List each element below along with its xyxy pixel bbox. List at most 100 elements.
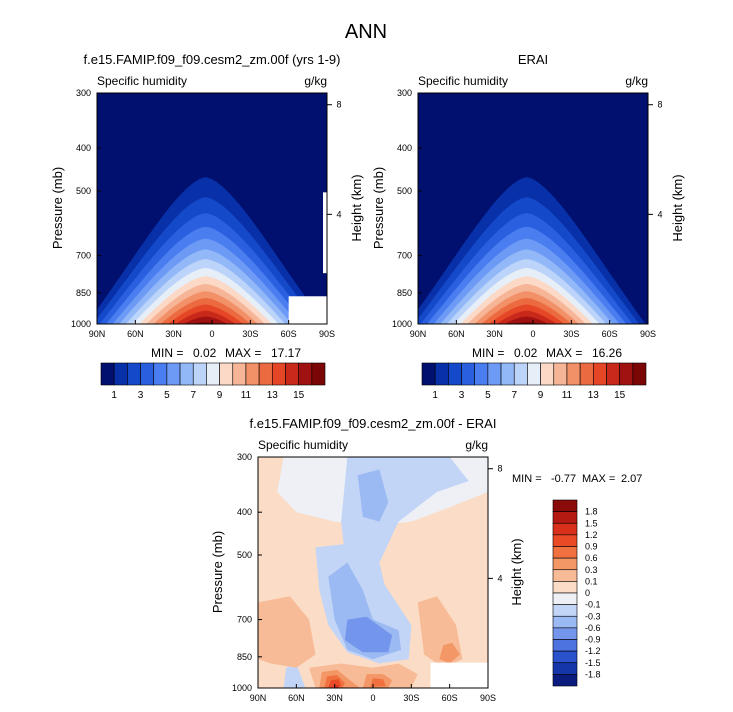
x-tick-label: 30S [563, 329, 579, 339]
max-value: 16.26 [592, 346, 622, 360]
colorbar-swatch [566, 362, 581, 386]
min-value: 0.02 [193, 346, 217, 360]
colorbar-swatch [552, 615, 578, 629]
min-label: MIN = [472, 346, 504, 360]
y-tick-label: 1000 [71, 319, 91, 329]
colorbar-swatch [552, 674, 578, 687]
max-value: 2.07 [621, 473, 642, 485]
colorbar-swatch [552, 511, 578, 524]
colorbar-swatch [100, 362, 115, 386]
colorbar-swatch [219, 362, 234, 386]
colorbar-swatch [153, 362, 168, 386]
colorbar-label: 7 [190, 390, 196, 401]
missing-data [288, 296, 327, 324]
colorbar-swatch [552, 546, 578, 559]
colorbar-swatch [271, 362, 286, 386]
colorbar-label: 0.3 [585, 565, 598, 575]
x-tick-label: 0 [530, 329, 535, 339]
y-tick-label: 500 [76, 186, 91, 196]
colorbar-swatch [552, 639, 578, 652]
colorbar-label: 0 [585, 588, 590, 598]
colorbar-label: 1 [111, 390, 117, 401]
y-tick-label: 1000 [232, 683, 252, 693]
x-tick-label: 60S [602, 329, 618, 339]
colorbar-swatch [552, 534, 578, 547]
stats-line: MIN = 0.02 MAX = 16.26 [472, 346, 622, 360]
colorbar-swatch [192, 362, 207, 386]
panel-title: f.e15.FAMIP.f09_f09.cesm2_zm.00f - ERAI [250, 416, 497, 431]
colorbar-label: 11 [562, 390, 573, 401]
right-tick-label: 8 [336, 100, 341, 110]
y-tick-label: 1000 [392, 319, 412, 329]
max-label: MAX = [225, 346, 261, 360]
panel-subtitle-right: g/kg [304, 74, 327, 88]
y-tick-label: 500 [237, 550, 252, 560]
colorbar-swatch [113, 362, 128, 386]
colorbar-swatch [552, 581, 578, 594]
x-tick-label: 90N [89, 329, 106, 339]
missing-data [430, 662, 488, 688]
colorbar-swatch [579, 362, 594, 386]
panel-subtitle-left: Specific humidity [418, 74, 508, 88]
y-tick-label: 400 [397, 143, 412, 153]
y-tick-label: 500 [397, 186, 412, 196]
negative-region [357, 469, 389, 522]
panel-subtitle-right: g/kg [625, 74, 648, 88]
humidity-field [97, 93, 327, 324]
x-tick-label: 60S [442, 693, 458, 703]
colorbar-swatch [619, 362, 634, 386]
colorbar: 1.81.51.20.90.60.30.10-0.1-0.3-0.6-0.9-1… [552, 499, 601, 687]
x-tick-label: 90S [480, 693, 496, 703]
x-tick-label: 60N [288, 693, 305, 703]
x-tick-label: 30N [486, 329, 503, 339]
colorbar-swatch [552, 627, 578, 640]
colorbar-label: 0.6 [585, 553, 598, 563]
min-value: 0.02 [514, 346, 538, 360]
panel-subtitle-left: Specific humidity [258, 438, 348, 452]
colorbar: 1 3 5 7 9 11 13 15 [100, 362, 326, 401]
y-axis-label: Pressure (mb) [210, 531, 225, 613]
figure-title: ANN [345, 21, 387, 43]
axes: 90N 60N 30N 0 30S 60S 90S 300 400 500 700 850 1000 8 4 [392, 88, 663, 339]
positive-region [370, 678, 386, 687]
y-axis-label: Pressure (mb) [50, 167, 65, 249]
x-tick-label: 90N [410, 329, 427, 339]
y-tick-label: 850 [397, 288, 412, 298]
panel-reanalysis: ERAI Specific humidity g/kg 90N 60N 30N 0 30… [371, 52, 685, 401]
colorbar-swatch [421, 362, 436, 386]
colorbar-label: -0.6 [585, 623, 601, 633]
right-tick-label: 8 [497, 464, 502, 474]
right-tick-label: 4 [497, 573, 502, 583]
y-axis-label-right: Height (km) [349, 174, 364, 241]
panel-model: f.e15.FAMIP.f09_f09.cesm2_zm.00f (yrs 1-… [50, 52, 364, 401]
x-tick-label: 0 [370, 693, 375, 703]
colorbar-swatch [540, 362, 555, 386]
y-tick-label: 300 [397, 88, 412, 98]
panel-subtitle-left: Specific humidity [97, 74, 187, 88]
colorbar-swatch [527, 362, 541, 386]
positive-region [439, 642, 460, 664]
colorbar-swatch [592, 362, 607, 386]
y-tick-label: 700 [237, 615, 252, 625]
contour-band [504, 316, 549, 324]
colorbar-swatch [632, 362, 647, 386]
colorbar-swatch [552, 569, 578, 582]
colorbar-swatch [552, 557, 578, 571]
max-label: MAX = [546, 346, 582, 360]
y-tick-label: 850 [237, 652, 252, 662]
colorbar-label: 5 [164, 390, 170, 401]
colorbar-swatch [552, 604, 578, 617]
colorbar-swatch [552, 522, 578, 536]
colorbar-swatch [513, 362, 528, 386]
max-value: 17.17 [271, 346, 301, 360]
colorbar-label: 1.2 [585, 530, 598, 540]
colorbar-swatch [298, 362, 313, 386]
colorbar-label: 13 [588, 390, 600, 401]
y-tick-label: 300 [76, 88, 91, 98]
y-tick-label: 850 [76, 288, 91, 298]
colorbar-label: 9 [217, 390, 223, 401]
right-tick-label: 4 [336, 209, 341, 219]
y-axis-label: Pressure (mb) [371, 167, 386, 249]
colorbar-label: 5 [485, 390, 491, 401]
min-value: -0.77 [551, 473, 576, 485]
